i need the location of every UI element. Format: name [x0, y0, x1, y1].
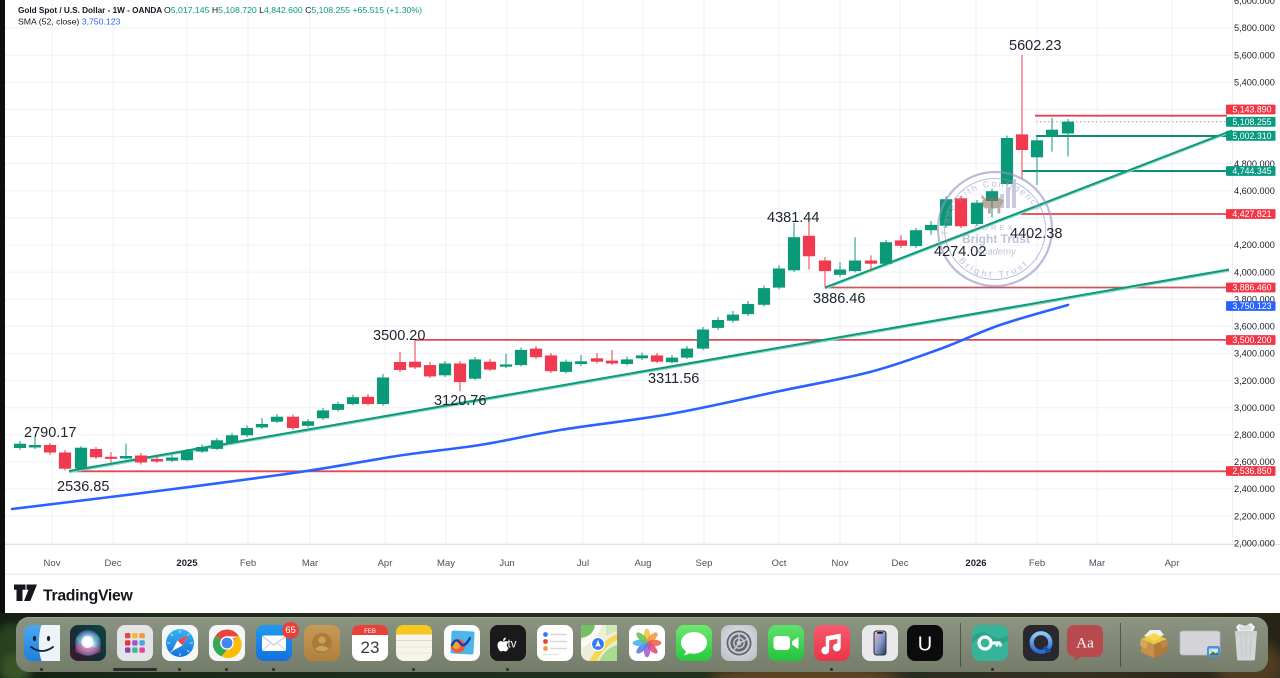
svg-text:2790.17: 2790.17	[24, 425, 76, 441]
svg-text:3,000.000: 3,000.000	[1234, 403, 1275, 413]
svg-text:Mar: Mar	[302, 558, 318, 569]
svg-text:4,200.000: 4,200.000	[1234, 240, 1275, 250]
svg-text:3,600.000: 3,600.000	[1234, 322, 1275, 332]
svg-text:4,427.821: 4,427.821	[1232, 209, 1271, 219]
svg-text:2,000.000: 2,000.000	[1234, 539, 1275, 549]
svg-text:2026: 2026	[965, 558, 986, 569]
svg-text:2,800.000: 2,800.000	[1234, 430, 1275, 440]
svg-text:Sep: Sep	[696, 558, 713, 569]
svg-text:Feb: Feb	[1029, 558, 1045, 569]
svg-text:Jun: Jun	[499, 558, 514, 569]
svg-text:Nov: Nov	[44, 558, 61, 569]
svg-text:Aug: Aug	[635, 558, 652, 569]
svg-text:3120.76: 3120.76	[434, 393, 486, 409]
svg-text:5,002.310: 5,002.310	[1232, 131, 1271, 141]
svg-text:Dec: Dec	[892, 558, 909, 569]
svg-text:4274.02: 4274.02	[934, 244, 986, 260]
svg-text:5,800.000: 5,800.000	[1234, 23, 1275, 33]
svg-text:3,500.200: 3,500.200	[1232, 335, 1271, 345]
svg-text:Mar: Mar	[1089, 558, 1105, 569]
svg-text:2025: 2025	[176, 558, 198, 569]
svg-text:tv: tv	[508, 639, 517, 651]
svg-text:SMA (52, close) 3,750.123: SMA (52, close) 3,750.123	[18, 17, 121, 27]
svg-text:U: U	[918, 634, 932, 656]
svg-text:4,600.000: 4,600.000	[1234, 186, 1275, 196]
svg-text:6,000.000: 6,000.000	[1234, 0, 1275, 6]
svg-text:Gold Spot / U.S. Dollar - 1W -: Gold Spot / U.S. Dollar - 1W - OANDA	[18, 6, 162, 15]
svg-text:3,400.000: 3,400.000	[1234, 349, 1275, 359]
svg-text:2,400.000: 2,400.000	[1234, 484, 1275, 494]
svg-text:Feb: Feb	[240, 558, 256, 569]
svg-text:Jul: Jul	[577, 558, 589, 569]
svg-text:TradingView: TradingView	[43, 588, 133, 605]
svg-text:Aa: Aa	[1076, 636, 1094, 652]
svg-text:O5,017.145 H5,108.720 L4,842.6: O5,017.145 H5,108.720 L4,842.600 C5,108.…	[164, 5, 422, 15]
svg-text:Nov: Nov	[832, 558, 849, 569]
svg-text:Apr: Apr	[1165, 558, 1180, 569]
svg-text:Oct: Oct	[772, 558, 787, 569]
svg-text:Academy: Academy	[975, 247, 1017, 258]
svg-text:5,400.000: 5,400.000	[1234, 77, 1275, 87]
svg-text:4,744.345: 4,744.345	[1232, 166, 1271, 176]
svg-text:FOREX: FOREX	[975, 223, 1016, 232]
svg-text:4381.44: 4381.44	[767, 210, 819, 226]
svg-text:5602.23: 5602.23	[1009, 38, 1061, 54]
svg-text:Bright Trust: Bright Trust	[962, 232, 1030, 246]
svg-text:5,143.890: 5,143.890	[1232, 105, 1271, 115]
svg-text:May: May	[437, 558, 455, 569]
svg-text:5,108.255: 5,108.255	[1232, 117, 1271, 127]
svg-text:4402.38: 4402.38	[1010, 226, 1062, 242]
svg-text:3,886.460: 3,886.460	[1232, 283, 1271, 293]
svg-text:FEB: FEB	[364, 629, 376, 635]
svg-text:3,750.123: 3,750.123	[1232, 301, 1271, 311]
svg-text:4,800.000: 4,800.000	[1234, 159, 1275, 169]
svg-text:2,600.000: 2,600.000	[1234, 457, 1275, 467]
svg-text:2,200.000: 2,200.000	[1234, 511, 1275, 521]
svg-text:Dec: Dec	[105, 558, 122, 569]
svg-text:2,536.850: 2,536.850	[1232, 466, 1271, 476]
svg-text:Apr: Apr	[378, 558, 393, 569]
svg-text:3886.46: 3886.46	[813, 291, 865, 307]
svg-text:5,600.000: 5,600.000	[1234, 50, 1275, 60]
svg-text:3311.56: 3311.56	[648, 371, 699, 387]
svg-text:3,800.000: 3,800.000	[1234, 294, 1275, 304]
svg-text:3,200.000: 3,200.000	[1234, 376, 1275, 386]
svg-text:23: 23	[361, 638, 380, 657]
svg-text:3500.20: 3500.20	[373, 328, 425, 344]
svg-text:4,000.000: 4,000.000	[1234, 267, 1275, 277]
svg-text:2536.85: 2536.85	[57, 479, 109, 495]
